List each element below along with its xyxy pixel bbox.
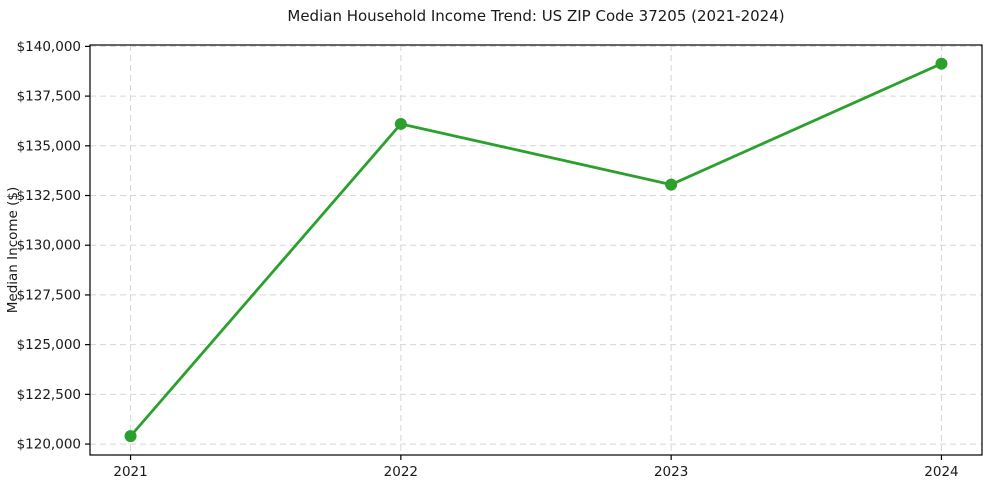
y-tick-label: $137,500 [17, 89, 81, 105]
y-tick-label: $140,000 [17, 39, 81, 55]
y-tick-label: $132,500 [17, 188, 81, 204]
y-tick-label: $127,500 [17, 287, 81, 303]
plot-frame [89, 44, 983, 456]
y-tick-label: $135,000 [17, 138, 81, 154]
x-tick-label: 2022 [384, 464, 418, 480]
x-tick-label: 2024 [924, 464, 958, 480]
chart-title: Median Household Income Trend: US ZIP Co… [287, 7, 785, 25]
y-tick-label: $120,000 [17, 437, 81, 453]
y-tick-label: $122,500 [17, 387, 81, 403]
y-tick-label: $130,000 [17, 238, 81, 254]
trend-line [129, 62, 943, 438]
x-tick-label: 2023 [654, 464, 688, 480]
data-point-marker [935, 57, 948, 70]
y-axis-label: Median Income ($) [5, 186, 21, 314]
x-tick-label: 2021 [113, 464, 147, 480]
data-point-marker [124, 430, 137, 443]
data-point-marker [665, 178, 678, 191]
y-tick-label: $125,000 [17, 337, 81, 353]
data-point-marker [394, 117, 407, 130]
